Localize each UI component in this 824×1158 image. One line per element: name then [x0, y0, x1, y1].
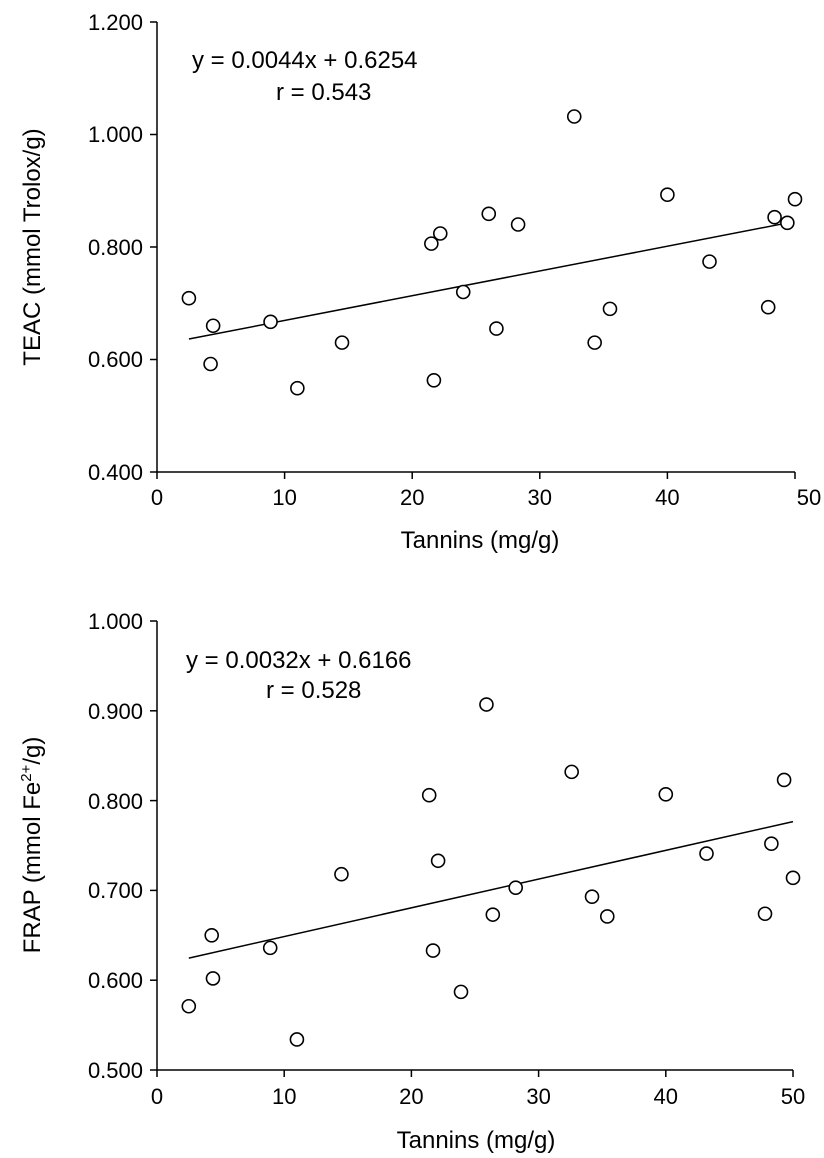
teac-x-tick-labels: 0 10 20 30 40 50 — [151, 485, 821, 510]
teac-data-point — [203, 356, 218, 372]
frap-data-point — [485, 907, 501, 922]
frap-data-point — [564, 764, 579, 780]
frap-data-point — [430, 853, 446, 869]
teac-x-tick-label: 0 — [151, 485, 163, 510]
frap-x-tick-label: 50 — [781, 1084, 805, 1109]
teac-x-tick-label: 20 — [400, 485, 424, 510]
frap-data-point — [453, 984, 469, 1000]
frap-x-tick-label: 0 — [151, 1084, 163, 1109]
frap-y-axis-title-tail: /g) — [19, 737, 46, 765]
teac-data-point — [205, 318, 221, 334]
frap-data-point — [425, 943, 441, 958]
frap-data-point — [785, 870, 801, 886]
teac-data-point — [426, 373, 442, 388]
teac-y-tick-label: 1.000 — [88, 122, 143, 147]
teac-y-tick-label: 0.800 — [88, 235, 143, 260]
teac-data-point — [181, 290, 197, 306]
frap-data-point — [658, 787, 674, 802]
frap-data-point — [289, 1032, 305, 1047]
frap-x-tick-label: 20 — [399, 1084, 423, 1109]
frap-x-tick-label: 40 — [654, 1084, 678, 1109]
teac-points — [181, 109, 803, 396]
teac-x-tick-label: 10 — [272, 485, 296, 510]
teac-data-point — [510, 217, 526, 232]
frap-trendline — [188, 820, 794, 959]
frap-data-point — [421, 787, 437, 803]
frap-x-axis-title: Tannins (mg/g) — [397, 1127, 556, 1154]
frap-data-point — [181, 998, 197, 1014]
frap-data-point — [334, 866, 349, 882]
teac-data-point — [566, 109, 582, 124]
teac-x-tick-label: 30 — [528, 485, 552, 510]
frap-data-point — [584, 889, 600, 904]
teac-data-point — [660, 187, 675, 202]
teac-data-point — [787, 191, 803, 207]
frap-chart: 0.500 0.600 0.700 0.800 0.900 1.000 0 10… — [18, 609, 805, 1154]
teac-data-point — [489, 321, 504, 336]
frap-axis-ticks — [150, 620, 794, 1077]
teac-equation-label: y = 0.0044x + 0.6254 — [192, 47, 418, 74]
teac-y-tick-label: 0.600 — [88, 347, 143, 372]
frap-x-tick-label: 10 — [272, 1084, 296, 1109]
frap-points — [181, 697, 801, 1047]
teac-y-tick-label: 1.200 — [88, 10, 143, 35]
teac-data-point — [702, 254, 717, 269]
teac-trendline — [188, 221, 789, 340]
teac-data-point — [767, 209, 782, 225]
teac-data-point — [334, 335, 350, 350]
teac-y-tick-label: 0.400 — [88, 460, 143, 485]
teac-axis-ticks — [150, 21, 796, 479]
teac-x-tick-label: 50 — [797, 485, 821, 510]
frap-y-tick-label: 0.500 — [88, 1058, 143, 1083]
frap-y-tick-label: 1.000 — [88, 609, 143, 634]
teac-data-point — [424, 236, 439, 251]
frap-data-point — [205, 971, 221, 986]
teac-data-point — [587, 335, 602, 350]
teac-x-tick-label: 40 — [655, 485, 679, 510]
teac-y-axis-title: TEAC (mmol Trolox/g) — [19, 128, 46, 365]
frap-equation-label: y = 0.0032x + 0.6166 — [186, 647, 412, 674]
teac-x-axis-title: Tannins (mg/g) — [401, 527, 560, 554]
frap-y-tick-labels: 0.500 0.600 0.700 0.800 0.900 1.000 — [88, 609, 143, 1083]
frap-r-value-label: r = 0.528 — [266, 677, 361, 704]
frap-data-point — [757, 906, 773, 922]
frap-data-point — [204, 927, 219, 943]
frap-data-point — [479, 697, 494, 712]
frap-y-tick-label: 0.800 — [88, 789, 143, 814]
teac-data-point — [780, 215, 795, 231]
teac-data-point — [263, 314, 278, 330]
teac-r-value-label: r = 0.543 — [276, 79, 371, 106]
frap-data-point — [508, 880, 524, 896]
teac-data-point — [455, 284, 471, 300]
teac-data-point — [602, 301, 618, 317]
frap-y-axis-title-main: FRAP (mmol Fe — [19, 782, 46, 954]
teac-data-point — [760, 299, 776, 315]
frap-x-tick-labels: 0 10 20 30 40 50 — [151, 1084, 805, 1109]
frap-y-tick-label: 0.900 — [88, 699, 143, 724]
teac-data-point — [432, 226, 448, 241]
teac-data-point — [481, 206, 497, 222]
frap-x-tick-label: 30 — [526, 1084, 550, 1109]
frap-data-point — [262, 940, 278, 956]
frap-y-tick-label: 0.600 — [88, 968, 143, 993]
frap-y-axis-title-superscript: 2+ — [18, 764, 35, 781]
teac-data-point — [290, 380, 305, 396]
frap-y-tick-label: 0.700 — [88, 878, 143, 903]
teac-chart: 0.400 0.600 0.800 1.000 1.200 0 10 20 30… — [19, 10, 821, 554]
frap-data-point — [599, 909, 615, 924]
frap-data-point — [776, 772, 792, 788]
teac-y-tick-labels: 0.400 0.600 0.800 1.000 1.200 — [88, 10, 143, 485]
frap-data-point — [699, 846, 714, 861]
frap-y-axis-title: FRAP (mmol Fe2+/g) — [18, 737, 46, 954]
frap-data-point — [764, 836, 779, 852]
